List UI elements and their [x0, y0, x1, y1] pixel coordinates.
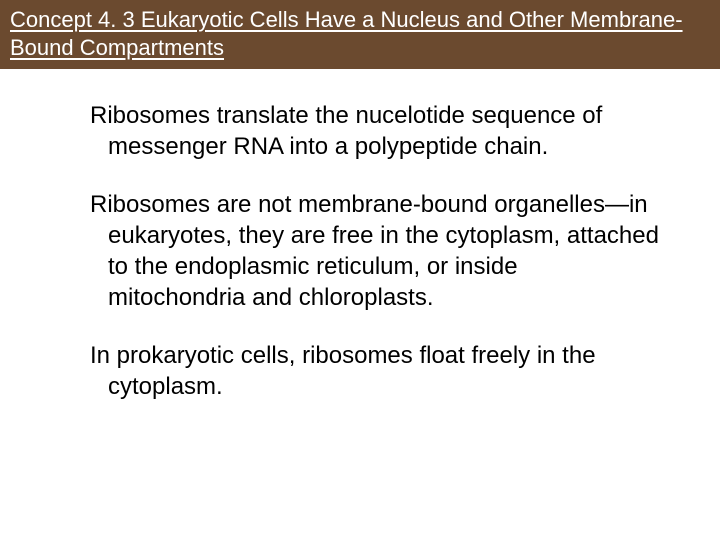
- slide-body: Ribosomes translate the nucelotide seque…: [0, 69, 720, 403]
- slide-header: Concept 4. 3 Eukaryotic Cells Have a Nuc…: [0, 0, 720, 69]
- paragraph-1: Ribosomes translate the nucelotide seque…: [90, 101, 660, 162]
- paragraph-2: Ribosomes are not membrane-bound organel…: [90, 190, 660, 313]
- paragraph-3: In prokaryotic cells, ribosomes float fr…: [90, 341, 660, 402]
- slide-title: Concept 4. 3 Eukaryotic Cells Have a Nuc…: [10, 6, 710, 61]
